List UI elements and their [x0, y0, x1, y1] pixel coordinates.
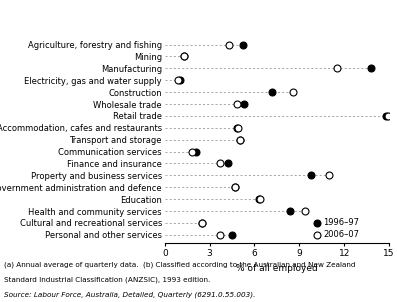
- Text: (a) Annual average of quarterly data.  (b) Classified according to the Australia: (a) Annual average of quarterly data. (b…: [4, 261, 355, 268]
- X-axis label: % of all employed: % of all employed: [236, 264, 318, 273]
- Text: Standard Industrial Classification (ANZSIC), 1993 edition.: Standard Industrial Classification (ANZS…: [4, 276, 210, 283]
- Text: 1996–97: 1996–97: [323, 218, 359, 227]
- Text: Source: Labour Force, Australia, Detailed, Quarterly (6291.0.55.003).: Source: Labour Force, Australia, Detaile…: [4, 291, 255, 298]
- Text: 2006–07: 2006–07: [323, 230, 359, 239]
